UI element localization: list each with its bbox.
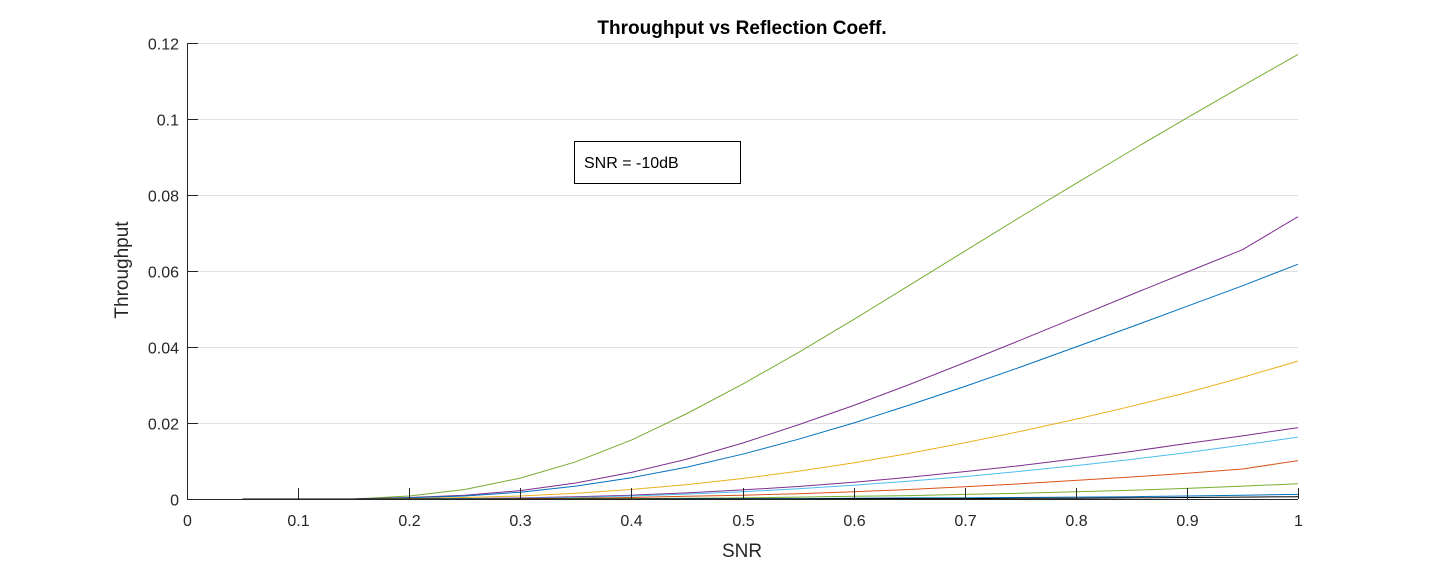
series-line-1 [242, 53, 1299, 500]
series-lines [242, 53, 1299, 500]
annotation-box: SNR = -10dB [574, 141, 741, 184]
y-tick-label: 0.04 [148, 341, 179, 358]
x-tick-label: 0.7 [954, 513, 976, 530]
y-tick-label: 0.02 [148, 417, 179, 434]
annotation-text: SNR = -10dB [584, 155, 679, 172]
y-tick-label: 0.1 [157, 113, 179, 130]
x-axis-label: SNR [722, 541, 762, 562]
series-line-3 [242, 263, 1299, 500]
series-line-4 [242, 360, 1299, 500]
tick-labels: 0 0.1 0.2 0.3 0.4 0.5 0.6 0.7 0.8 0.9 1 0 0.02 0.04 0.… [148, 37, 1303, 531]
tick-marks [187, 43, 1299, 500]
x-tick-label: 1 [1294, 513, 1303, 530]
y-tick-label: 0.12 [148, 37, 179, 54]
annotation-frame [574, 141, 741, 184]
x-tick-label: 0 [183, 513, 192, 530]
x-tick-label: 0.2 [398, 513, 420, 530]
x-tick-label: 0.3 [509, 513, 531, 530]
x-tick-label: 0.4 [620, 513, 642, 530]
grid-lines [187, 43, 1298, 424]
y-tick-label: 0 [170, 493, 179, 510]
y-tick-label: 0.06 [148, 265, 179, 282]
x-tick-label: 0.8 [1065, 513, 1087, 530]
x-tick-label: 0.5 [732, 513, 754, 530]
x-tick-label: 0.1 [287, 513, 309, 530]
x-tick-label: 0.9 [1176, 513, 1198, 530]
x-tick-label: 0.6 [843, 513, 865, 530]
y-axis-label: Throughput [112, 221, 133, 319]
y-tick-label: 0.08 [148, 189, 179, 206]
chart-title: Throughput vs Reflection Coeff. [597, 18, 886, 39]
